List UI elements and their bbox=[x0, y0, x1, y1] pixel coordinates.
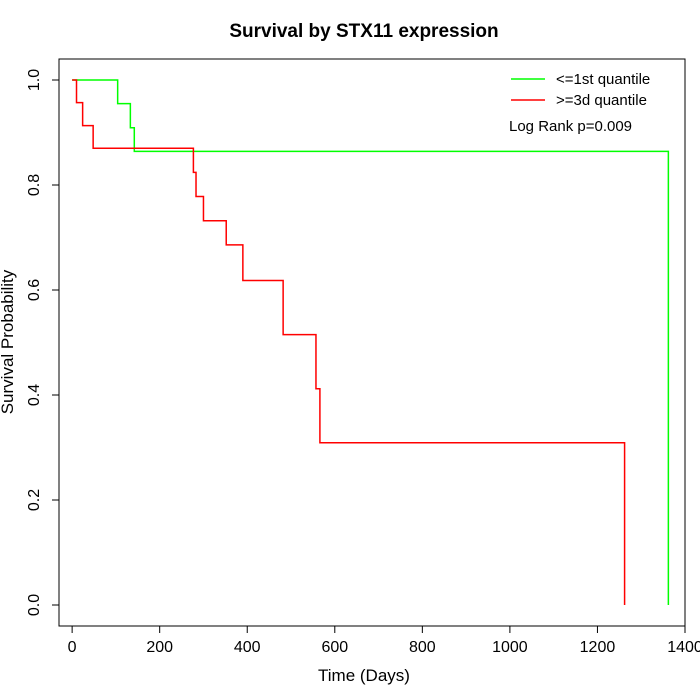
x-tick-label: 1200 bbox=[580, 639, 616, 656]
plot-frame bbox=[58, 58, 686, 627]
series-layer bbox=[72, 79, 670, 605]
x-tick-label: 1000 bbox=[492, 639, 528, 656]
x-tick-label: 800 bbox=[409, 639, 436, 656]
y-axis: 0.0 0.2 0.4 0.6 0.8 1.0 bbox=[26, 69, 60, 616]
y-tick-label: 0.4 bbox=[26, 384, 43, 406]
log-rank-annotation: Log Rank p=0.009 bbox=[509, 118, 632, 135]
x-axis: 0 200 400 600 800 1000 1200 1400 bbox=[68, 625, 700, 656]
y-tick-label: 1.0 bbox=[26, 69, 43, 91]
survival-curve-2 bbox=[72, 79, 626, 605]
x-tick-label: 400 bbox=[234, 639, 261, 656]
chart-title: Survival by STX11 expression bbox=[229, 21, 498, 42]
y-tick-label: 0.8 bbox=[26, 174, 43, 196]
x-tick-label: 0 bbox=[68, 639, 77, 656]
y-tick-label: 0.0 bbox=[26, 594, 43, 616]
legend-label: >=3d quantile bbox=[556, 92, 647, 109]
x-tick-label: 600 bbox=[321, 639, 348, 656]
x-axis-label: Time (Days) bbox=[318, 666, 410, 685]
x-tick-label: 1400 bbox=[667, 639, 700, 656]
y-axis-label: Survival Probability bbox=[0, 269, 17, 414]
y-tick-label: 0.6 bbox=[26, 279, 43, 301]
y-tick-label: 0.2 bbox=[26, 489, 43, 511]
legend-label: <=1st quantile bbox=[556, 71, 650, 88]
x-tick-label: 200 bbox=[146, 639, 173, 656]
survival-curve-1 bbox=[72, 79, 670, 605]
legend: <=1st quantile >=3d quantile bbox=[511, 71, 650, 109]
